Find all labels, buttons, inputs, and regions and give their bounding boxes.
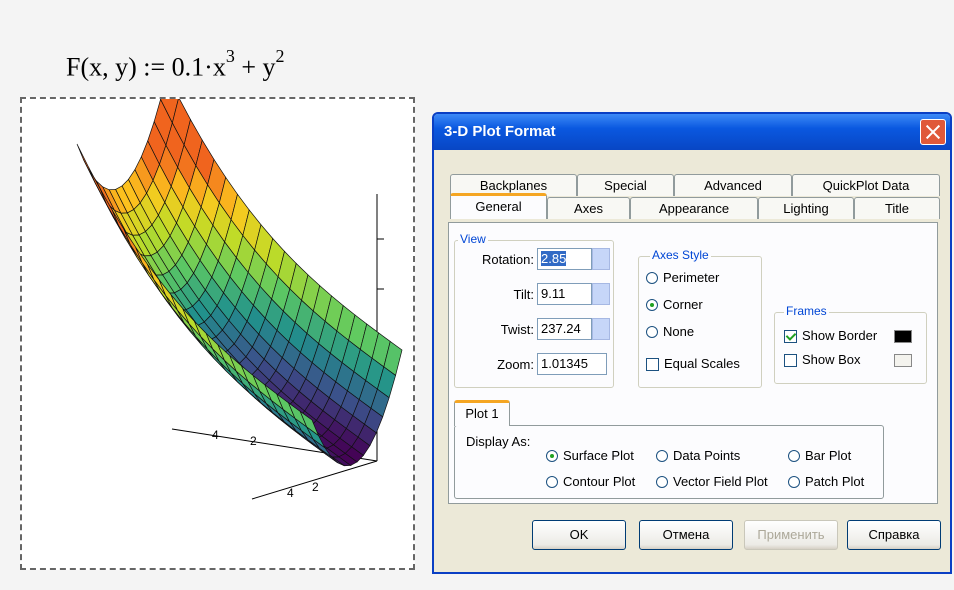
checkbox[interactable] xyxy=(646,358,659,371)
surface-patch xyxy=(88,167,108,206)
input-value: 1.01345 xyxy=(541,356,588,371)
option-label: Vector Field Plot xyxy=(673,474,768,489)
exponent: 3 xyxy=(225,46,235,66)
color-swatch[interactable] xyxy=(894,354,912,367)
radio-button[interactable] xyxy=(656,450,668,462)
axis-line xyxy=(251,460,378,500)
view-group xyxy=(454,240,614,388)
input-value: 237.24 xyxy=(541,321,581,336)
tab[interactable]: General xyxy=(450,193,547,219)
option-label: Equal Scales xyxy=(664,356,740,371)
close-button[interactable] xyxy=(920,119,946,145)
dialog-title: 3-D Plot Format xyxy=(444,123,556,140)
field-label: Rotation: xyxy=(481,252,534,267)
title-bar: 3-D Plot Format xyxy=(434,114,950,150)
radio-button[interactable] xyxy=(646,326,658,338)
checkbox[interactable] xyxy=(784,354,797,367)
surface-patch xyxy=(299,410,320,437)
checkbox[interactable] xyxy=(784,330,797,343)
tab[interactable]: Backplanes xyxy=(450,174,577,196)
input-value: 2.85 xyxy=(541,251,567,266)
option-label: Show Box xyxy=(802,352,861,367)
formula-term: + y xyxy=(241,52,276,82)
option-label: None xyxy=(663,324,695,339)
spinner[interactable] xyxy=(592,283,610,305)
text-input[interactable]: 1.01345 xyxy=(537,353,607,375)
radio-button[interactable] xyxy=(656,476,668,488)
exponent: 2 xyxy=(275,46,285,66)
input-value: 9.11 xyxy=(541,286,566,301)
axis-label: 2 xyxy=(250,434,257,448)
tab-label: Plot 1 xyxy=(465,406,499,421)
option-label: Perimeter xyxy=(663,270,720,285)
button[interactable]: Отмена xyxy=(639,520,733,550)
color-swatch[interactable] xyxy=(894,330,912,343)
radio-button[interactable] xyxy=(546,450,558,462)
group-label: Frames xyxy=(784,304,829,318)
spinner[interactable] xyxy=(592,318,610,340)
formula-lhs: F(x, y) := xyxy=(66,52,166,82)
option-label: Show Border xyxy=(802,328,878,343)
plot-region[interactable]: 4 2 4 2 xyxy=(20,97,415,570)
plot-tab[interactable]: Plot 1 xyxy=(454,400,510,426)
tab[interactable]: Title xyxy=(854,197,940,219)
radio-button[interactable] xyxy=(788,450,800,462)
radio-button[interactable] xyxy=(646,299,658,311)
field-label: Twist: xyxy=(500,322,534,337)
axis-label: 4 xyxy=(212,428,219,442)
button[interactable]: OK xyxy=(532,520,626,550)
spinner[interactable] xyxy=(592,248,610,270)
field-label: Tilt: xyxy=(513,287,534,302)
group-label: View xyxy=(458,232,488,246)
tab[interactable]: Advanced xyxy=(674,174,792,196)
button: Применить xyxy=(744,520,838,550)
formula: F(x, y) := 0.1·x3 + y2 xyxy=(66,46,285,83)
display-label: Display As: xyxy=(466,434,531,449)
text-input[interactable]: 237.24 xyxy=(537,318,592,340)
radio-button[interactable] xyxy=(646,272,658,284)
option-label: Corner xyxy=(663,297,703,312)
option-label: Surface Plot xyxy=(563,448,634,463)
axis-label: 4 xyxy=(287,486,294,500)
surface-plot: 4 2 4 2 xyxy=(76,99,403,500)
radio-button[interactable] xyxy=(546,476,558,488)
formula-term: 0.1·x xyxy=(171,52,226,82)
option-label: Patch Plot xyxy=(805,474,865,489)
tab[interactable]: Lighting xyxy=(758,197,854,219)
tab[interactable]: Special xyxy=(577,174,674,196)
radio-button[interactable] xyxy=(788,476,800,488)
tab[interactable]: Appearance xyxy=(630,197,758,219)
tab[interactable]: Axes xyxy=(547,197,630,219)
button[interactable]: Справка xyxy=(847,520,941,550)
axis-label: 2 xyxy=(312,480,319,494)
frames-group xyxy=(774,312,927,384)
dialog: 3-D Plot Format View Axes Style Frames P… xyxy=(432,112,952,574)
option-label: Contour Plot xyxy=(563,474,636,489)
option-label: Bar Plot xyxy=(805,448,852,463)
display-group xyxy=(454,425,884,499)
group-label: Axes Style xyxy=(650,248,711,262)
option-label: Data Points xyxy=(673,448,741,463)
field-label: Zoom: xyxy=(497,357,534,372)
text-input[interactable]: 2.85 xyxy=(537,248,592,270)
text-input[interactable]: 9.11 xyxy=(537,283,592,305)
tab[interactable]: QuickPlot Data xyxy=(792,174,940,196)
